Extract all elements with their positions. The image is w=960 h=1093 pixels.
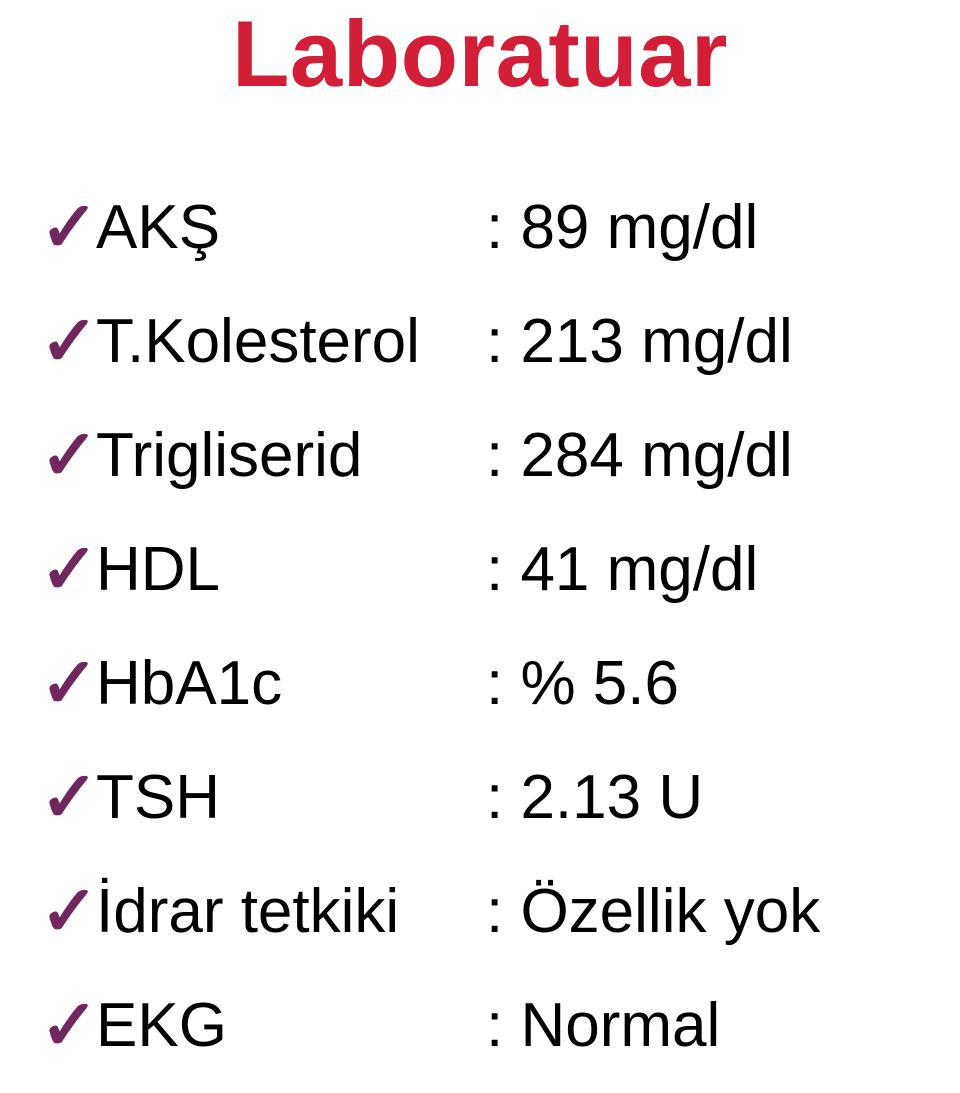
result-value: : Özellik yok (486, 876, 920, 947)
result-value: : % 5.6 (486, 648, 920, 719)
result-label: İdrar tetkiki (96, 876, 486, 947)
check-icon: ✓ (40, 648, 96, 718)
result-label: TSH (96, 762, 486, 833)
check-icon: ✓ (40, 876, 96, 946)
result-value: : 89 mg/dl (486, 192, 920, 263)
result-value: : 213 mg/dl (486, 306, 920, 377)
result-label: EKG (96, 990, 486, 1061)
slide-title: Laboratuar (0, 0, 960, 108)
list-item: ✓ Trigliserid : 284 mg/dl (40, 398, 920, 512)
result-label: Trigliserid (96, 420, 486, 491)
result-value: : 2.13 U (486, 762, 920, 833)
result-label: HbA1c (96, 648, 486, 719)
result-value: : 284 mg/dl (486, 420, 920, 491)
list-item: ✓ T.Kolesterol : 213 mg/dl (40, 284, 920, 398)
check-icon: ✓ (40, 420, 96, 490)
check-icon: ✓ (40, 762, 96, 832)
list-item: ✓ EKG : Normal (40, 968, 920, 1082)
list-item: ✓ İdrar tetkiki : Özellik yok (40, 854, 920, 968)
result-label: HDL (96, 534, 486, 605)
result-value: : 41 mg/dl (486, 534, 920, 605)
list-item: ✓ TSH : 2.13 U (40, 740, 920, 854)
result-label: T.Kolesterol (96, 306, 486, 377)
check-icon: ✓ (40, 306, 96, 376)
result-value: : Normal (486, 990, 920, 1061)
list-item: ✓ HDL : 41 mg/dl (40, 512, 920, 626)
check-icon: ✓ (40, 192, 96, 262)
result-label: AKŞ (96, 192, 486, 263)
list-item: ✓ AKŞ : 89 mg/dl (40, 170, 920, 284)
list-item: ✓ HbA1c : % 5.6 (40, 626, 920, 740)
lab-results-list: ✓ AKŞ : 89 mg/dl ✓ T.Kolesterol : 213 mg… (40, 170, 920, 1082)
check-icon: ✓ (40, 534, 96, 604)
slide: Laboratuar ✓ AKŞ : 89 mg/dl ✓ T.Kolester… (0, 0, 960, 1093)
check-icon: ✓ (40, 990, 96, 1060)
